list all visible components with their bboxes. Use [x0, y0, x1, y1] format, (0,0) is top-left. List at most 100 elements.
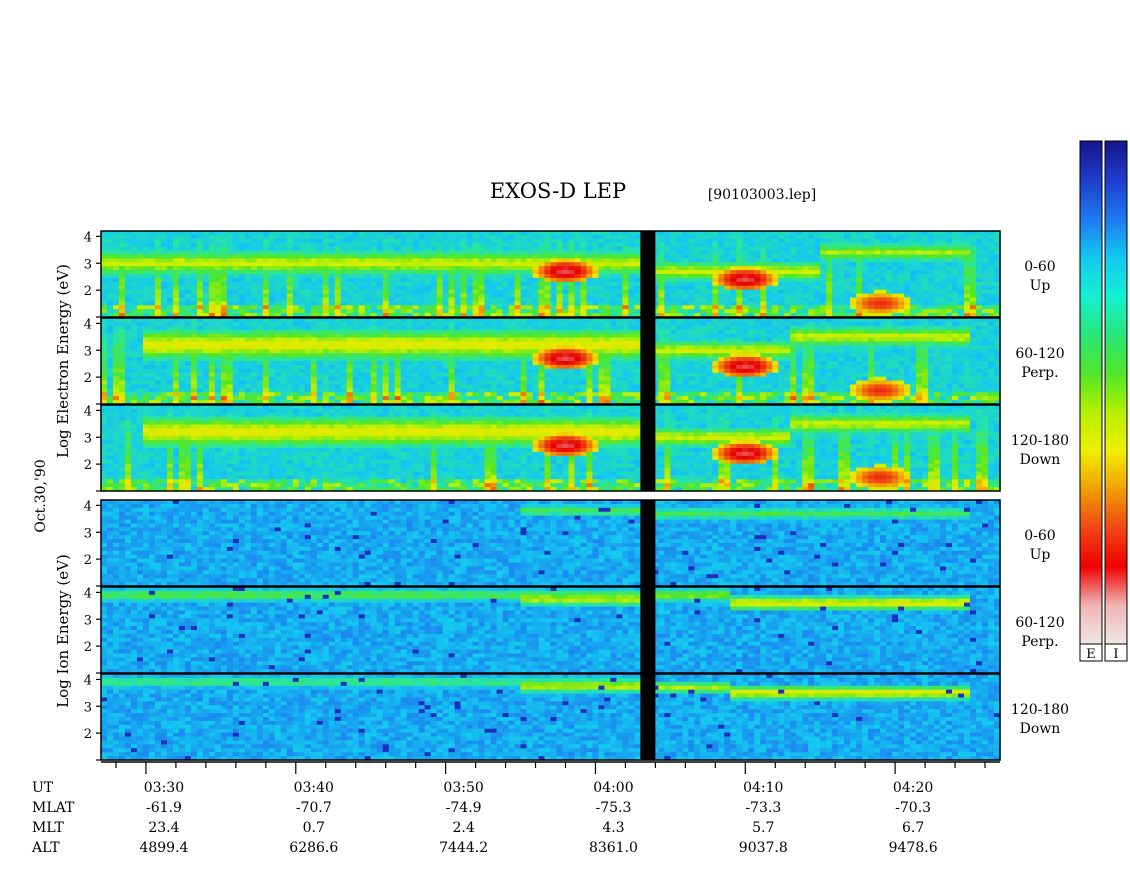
- heatmap-cell: [208, 234, 216, 240]
- heatmap-cell: [484, 376, 492, 382]
- heatmap-cell: [844, 277, 851, 283]
- heatmap-cell: [202, 376, 210, 382]
- heatmap-cell: [400, 285, 408, 291]
- heatmap-cell: [340, 361, 348, 366]
- heatmap-cell: [406, 270, 414, 275]
- heatmap-cell: [904, 281, 911, 287]
- heatmap-cell: [802, 258, 809, 263]
- heatmap-cell: [190, 392, 198, 397]
- heatmap-cell: [424, 297, 432, 302]
- heatmap-cell: [196, 246, 204, 252]
- heatmap-cell: [238, 274, 246, 279]
- heatmap-cell: [310, 293, 318, 299]
- heatmap-cell: [958, 270, 965, 275]
- heatmap-cell: [310, 274, 318, 279]
- heatmap-cell: [790, 289, 797, 295]
- heatmap-cell: [424, 274, 432, 279]
- heatmap-cell: [322, 380, 330, 386]
- heatmap-cell: [274, 357, 282, 362]
- heatmap-cell: [154, 318, 162, 323]
- heatmap-cell: [394, 321, 402, 327]
- heatmap-cell: [808, 258, 815, 263]
- heatmap-cell: [154, 234, 162, 240]
- heatmap-cell: [418, 274, 426, 279]
- heatmap-cell: [514, 242, 522, 248]
- heatmap-cell: [538, 318, 546, 323]
- heatmap-cell: [328, 293, 336, 299]
- heatmap-cell: [376, 321, 384, 327]
- heatmap-cell: [340, 341, 348, 346]
- heatmap-cell: [772, 313, 779, 318]
- heatmap-cell: [136, 281, 144, 287]
- heatmap-cell: [190, 400, 198, 405]
- heatmap-cell: [280, 309, 288, 314]
- heatmap-cell: [364, 242, 372, 248]
- heatmap-cell: [526, 262, 534, 267]
- heatmap-cell: [142, 376, 150, 382]
- heatmap-cell: [718, 242, 725, 248]
- heatmap-cell: [946, 309, 953, 314]
- heatmap-cell: [190, 333, 198, 339]
- heatmap-cell: [166, 254, 174, 259]
- heatmap-cell: [976, 289, 983, 295]
- heatmap-cell: [190, 384, 198, 389]
- heatmap-cell: [460, 321, 468, 327]
- heatmap-cell: [568, 258, 576, 263]
- heatmap-cell: [196, 345, 204, 350]
- heatmap-cell: [856, 238, 863, 244]
- heatmap-cell: [406, 242, 414, 248]
- heatmap-cell: [928, 250, 935, 256]
- heatmap-cell: [958, 285, 965, 291]
- heatmap-cell: [844, 258, 851, 263]
- heatmap-cell: [130, 234, 138, 240]
- heatmap-cell: [634, 270, 641, 275]
- heatmap-cell: [820, 301, 827, 306]
- heatmap-cell: [856, 281, 863, 287]
- heatmap-cell: [658, 293, 665, 299]
- heatmap-cell: [466, 364, 474, 370]
- heatmap-cell: [424, 364, 432, 370]
- heatmap-cell: [562, 254, 570, 259]
- heatmap-cell: [778, 262, 785, 267]
- heatmap-cell: [970, 231, 977, 236]
- heatmap-cell: [370, 392, 378, 397]
- heatmap-cell: [454, 384, 462, 389]
- heatmap-cell: [172, 293, 180, 299]
- heatmap-cell: [340, 318, 348, 323]
- heatmap-cell: [280, 325, 288, 331]
- heatmap-cell: [106, 318, 114, 323]
- heatmap-cell: [244, 234, 252, 240]
- heatmap-cell: [604, 281, 612, 287]
- heatmap-cell: [208, 321, 216, 327]
- heatmap-cell: [322, 333, 330, 339]
- heatmap-cell: [101, 333, 108, 339]
- heatmap-cell: [478, 250, 486, 256]
- heatmap-cell: [502, 345, 510, 350]
- heatmap-cell: [196, 376, 204, 382]
- heatmap-cell: [334, 368, 342, 374]
- heatmap-cell: [292, 321, 300, 327]
- heatmap-cell: [808, 250, 815, 256]
- heatmap-cell: [184, 289, 192, 295]
- heatmap-cell: [358, 297, 366, 302]
- heatmap-cell: [172, 333, 180, 339]
- heatmap-cell: [166, 270, 174, 275]
- heatmap-cell: [442, 274, 450, 279]
- heatmap-cell: [292, 380, 300, 386]
- heatmap-cell: [622, 285, 630, 291]
- heatmap-cell: [826, 250, 833, 256]
- heatmap-cell: [142, 337, 150, 343]
- heatmap-cell: [808, 274, 815, 279]
- heatmap-cell: [220, 361, 228, 366]
- heatmap-cell: [136, 285, 144, 291]
- heatmap-cell: [748, 313, 755, 318]
- heatmap-cell: [700, 297, 707, 302]
- heatmap-cell: [262, 372, 270, 378]
- heatmap-cell: [298, 250, 306, 256]
- heatmap-cell: [910, 258, 917, 263]
- heatmap-cell: [748, 277, 755, 283]
- heatmap-cell: [442, 329, 450, 335]
- heatmap-cell: [304, 277, 312, 283]
- heatmap-cell: [790, 297, 797, 302]
- heatmap-cell: [742, 254, 749, 259]
